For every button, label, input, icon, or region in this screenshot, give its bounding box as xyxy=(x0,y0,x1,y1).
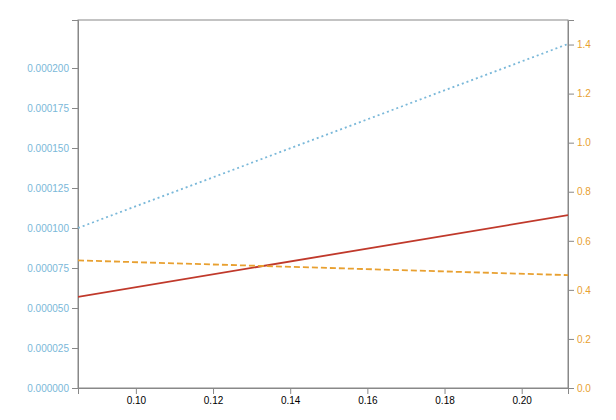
tick-mark xyxy=(72,108,78,109)
tick: 0.6 xyxy=(568,236,591,247)
tick: 0.000075 xyxy=(27,263,78,274)
tick-mark xyxy=(72,68,78,69)
x-axis: 0.10 0.12 0.14 0.16 0.18 0.20 xyxy=(79,388,569,406)
series-line xyxy=(78,260,568,275)
y-axis: 0.000000 0.000025 0.000050 0.000075 0.000100… xyxy=(27,21,78,394)
tick-mark xyxy=(568,241,574,242)
tick-label: 1.2 xyxy=(577,88,591,99)
x-axis-line xyxy=(79,389,569,395)
tick: 0.0 xyxy=(568,383,591,394)
tick: 0.10 xyxy=(127,388,147,406)
tick: 1.2 xyxy=(568,88,591,99)
tick: 1.4 xyxy=(568,39,591,50)
tick-mark xyxy=(72,148,78,149)
tick-mark xyxy=(72,268,78,269)
tick-label: 0.0 xyxy=(577,383,591,394)
tick-label: 0.12 xyxy=(204,395,224,406)
tick: 0.8 xyxy=(568,186,591,197)
tick: 1.0 xyxy=(568,137,591,148)
tick-label: 0.000150 xyxy=(27,143,69,154)
tick-mark xyxy=(72,348,78,349)
tick-label: 0.8 xyxy=(577,186,591,197)
tick: 0.000050 xyxy=(27,303,78,314)
tick-mark xyxy=(72,308,78,309)
tick-mark xyxy=(445,388,446,394)
tick-label: 0.2 xyxy=(577,334,591,345)
tick-label: 0.20 xyxy=(512,395,532,406)
tick-label: 0.000000 xyxy=(27,383,69,394)
tick-mark xyxy=(136,388,137,394)
plot-frame xyxy=(78,20,568,388)
series-line xyxy=(78,215,568,297)
tick-mark xyxy=(568,290,574,291)
lines xyxy=(78,44,568,297)
tick-label: 0.000200 xyxy=(27,63,69,74)
tick: 0.000000 xyxy=(27,383,78,394)
tick-label: 1.0 xyxy=(577,137,591,148)
tick: 0.000175 xyxy=(27,103,78,114)
tick-label: 0.000100 xyxy=(27,223,69,234)
tick-mark xyxy=(568,339,574,340)
y2-axis: 0.0 0.2 0.4 0.6 0.8 1.0 1.2 1.4 xyxy=(568,21,591,394)
tick: 0.000025 xyxy=(27,343,78,354)
tick-label: 1.4 xyxy=(577,39,591,50)
tick: 0.000200 xyxy=(27,63,78,74)
tick-mark xyxy=(522,388,523,394)
tick-label: 0.000025 xyxy=(27,343,69,354)
tick-mark xyxy=(367,388,368,394)
tick-mark xyxy=(72,228,78,229)
tick-label: 0.16 xyxy=(358,395,378,406)
tick: 0.20 xyxy=(512,388,532,406)
tick-label: 0.000050 xyxy=(27,303,69,314)
tick-mark xyxy=(290,388,291,394)
tick-mark xyxy=(72,388,78,389)
tick: 0.000125 xyxy=(27,183,78,194)
tick-mark xyxy=(568,45,574,46)
y2-axis-line xyxy=(569,21,575,389)
plot: 0.10 0.12 0.14 0.16 0.18 0.20 0.000000 0.000025… xyxy=(27,20,591,406)
tick-label: 0.4 xyxy=(577,285,591,296)
tick-label: 0.6 xyxy=(577,236,591,247)
tick: 0.14 xyxy=(281,388,301,406)
tick: 0.16 xyxy=(358,388,378,406)
tick-label: 0.14 xyxy=(281,395,301,406)
tick-label: 0.000075 xyxy=(27,263,69,274)
tick-label: 0.10 xyxy=(127,395,147,406)
chart: 0.10 0.12 0.14 0.16 0.18 0.20 0.000000 0.000025… xyxy=(0,0,616,420)
tick-label: 0.000175 xyxy=(27,103,69,114)
tick-label: 0.000125 xyxy=(27,183,69,194)
tick-label: 0.18 xyxy=(435,395,455,406)
tick-mark xyxy=(213,388,214,394)
tick: 0.000150 xyxy=(27,143,78,154)
tick-mark xyxy=(568,143,574,144)
tick: 0.4 xyxy=(568,285,591,296)
series-line xyxy=(78,44,568,228)
tick-mark xyxy=(568,192,574,193)
tick: 0.2 xyxy=(568,334,591,345)
tick: 0.18 xyxy=(435,388,455,406)
tick-mark xyxy=(568,94,574,95)
tick-mark xyxy=(568,388,574,389)
y-axis-line xyxy=(72,21,79,389)
tick-mark xyxy=(72,188,78,189)
tick: 0.12 xyxy=(204,388,224,406)
tick: 0.000100 xyxy=(27,223,78,234)
